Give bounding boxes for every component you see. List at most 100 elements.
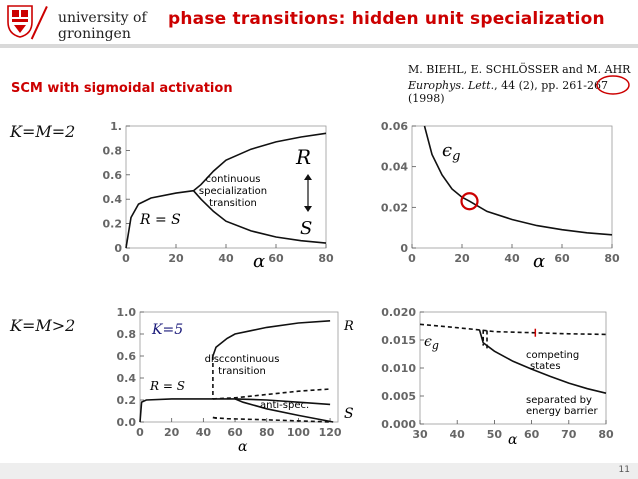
x-tick-label: 80 <box>259 426 275 439</box>
annotation-separated: separated by <box>526 395 592 406</box>
citation-reference: Europhys. Lett., 44 (2), pp. 261-267 (19… <box>408 79 638 105</box>
y-tick-label: 0.02 <box>381 201 408 214</box>
citation-year: (1998) <box>408 92 445 105</box>
header-rule <box>0 44 638 48</box>
y-tick-label: 1. <box>110 120 122 133</box>
x-tick-label: 40 <box>450 428 466 441</box>
label-s: S <box>344 406 354 422</box>
case-label-top: K=M=2 <box>10 122 76 141</box>
y-tick-label: 0.0 <box>117 416 137 429</box>
university-line2: groningen <box>58 26 131 42</box>
x-tick-label: 60 <box>524 428 540 441</box>
x-tick-label: 100 <box>287 426 310 439</box>
x-tick-label: 20 <box>454 252 470 265</box>
annotation-line1: continuous <box>206 174 261 185</box>
series-line-s <box>234 398 334 423</box>
series-line-r-=-s <box>139 398 331 423</box>
series-line-s <box>192 190 327 244</box>
label-r: R <box>295 145 311 169</box>
x-tick-label: 0 <box>122 252 130 265</box>
label-r-equals-s: R = S <box>149 379 185 393</box>
annotation-line1: disccontinuous <box>205 354 280 365</box>
y-tick-label: 0.6 <box>117 350 137 363</box>
y-tick-label: 0.4 <box>117 372 137 385</box>
chart-generalization-error-k5: 30 40 50 60 70 80 0.000 0.005 0.010 0.015 0.020 ϵg… <box>381 306 614 448</box>
series-line-s-metastable <box>212 416 331 423</box>
chart-order-parameters-k5: 0 20 40 60 80 100 120 0.0 0.2 0.4 0.6 0.8 1.0 K=5 R … <box>117 306 355 455</box>
annotation-competing: competing <box>526 350 579 361</box>
annotation-line2: transition <box>218 366 266 377</box>
y-tick-label: 0.015 <box>381 334 416 347</box>
year-highlight-circle <box>596 75 630 95</box>
y-tick-label: 0.4 <box>103 193 123 206</box>
chart-order-parameters-k2: 0 20 40 60 80 0 0.2 0.4 0.6 0.8 1. R S R = S conti… <box>103 120 334 272</box>
x-tick-label: 40 <box>504 252 520 265</box>
annotation-states: states <box>530 361 561 372</box>
y-tick-label: 0.6 <box>103 169 123 182</box>
x-tick-label: 40 <box>196 426 212 439</box>
label-r-equals-s: R = S <box>139 212 181 228</box>
x-tick-label: 120 <box>319 426 342 439</box>
university-name: university of groningen <box>58 10 147 42</box>
x-tick-label: 0 <box>136 426 144 439</box>
series-line-r <box>125 132 327 249</box>
x-tick-label: 40 <box>218 252 234 265</box>
y-tick-label: 0.04 <box>381 161 408 174</box>
x-tick-label: 20 <box>168 252 184 265</box>
x-tick-label: 20 <box>164 426 180 439</box>
label-r: R <box>343 319 354 334</box>
x-tick-label: 60 <box>227 426 243 439</box>
x-tick-label: 80 <box>604 252 620 265</box>
x-tick-label: 60 <box>268 252 284 265</box>
case-label-bottom: K=M>2 <box>10 316 76 335</box>
slide-subtitle: SCM with sigmoidal activation <box>11 81 233 96</box>
y-tick-label: 0.2 <box>103 218 123 231</box>
plot-frame <box>139 311 339 423</box>
y-tick-label: 0 <box>400 242 408 255</box>
series-line-r <box>212 320 331 357</box>
transition-marker-circle <box>460 192 479 211</box>
y-tick-label: 1.0 <box>117 306 137 319</box>
x-tick-label: 50 <box>487 428 503 441</box>
x-axis-label: α <box>253 251 265 272</box>
x-tick-label: 60 <box>554 252 570 265</box>
series-line-ε_g <box>423 125 613 236</box>
citation-journal: Europhys. Lett. <box>408 79 495 92</box>
epsilon-g-label: ϵg <box>424 334 439 352</box>
x-tick-label: 80 <box>318 252 334 265</box>
y-tick-label: 0.8 <box>117 328 137 341</box>
citation-authors: M. BIEHL, E. SCHLÖSSER and M. AHR <box>408 63 631 76</box>
x-tick-label: 80 <box>598 428 614 441</box>
slide-title: phase transitions: hidden unit specializ… <box>168 9 605 29</box>
page-number: 11 <box>618 465 630 475</box>
series-line-plateau <box>419 323 607 336</box>
y-tick-label: 0.005 <box>381 390 416 403</box>
y-tick-label: 0.000 <box>381 418 416 431</box>
x-axis-label: α <box>508 432 518 448</box>
x-axis-label: α <box>238 439 248 455</box>
footer-bar: 11 <box>0 463 638 479</box>
label-k5: K=5 <box>151 322 183 338</box>
university-line1: university of <box>58 10 147 26</box>
x-tick-label: 70 <box>561 428 577 441</box>
y-tick-label: 0 <box>114 242 122 255</box>
label-s: S <box>300 218 312 239</box>
series-line-anti-spec <box>212 416 220 420</box>
annotation-energy-barrier: energy barrier <box>526 406 598 417</box>
annotation-line2: specialization <box>199 186 267 197</box>
y-tick-label: 0.020 <box>381 306 416 319</box>
annotation-anti-spec: anti-spec. <box>260 400 309 411</box>
university-crest-icon <box>7 5 33 38</box>
y-tick-label: 0.06 <box>381 120 408 133</box>
y-tick-label: 0.8 <box>103 144 123 157</box>
chart-generalization-error-k2: 0 20 40 60 80 0 0.02 0.04 0.06 ϵg α <box>381 120 620 272</box>
annotation-line3: transition <box>209 198 257 209</box>
x-tick-label: 0 <box>408 252 416 265</box>
citation-ref: , 44 (2), pp. 261-267 <box>494 79 608 92</box>
y-tick-label: 0.010 <box>381 362 416 375</box>
x-axis-label: α <box>533 251 545 272</box>
y-tick-label: 0.2 <box>117 394 137 407</box>
series-line-upper-dashed <box>212 388 331 400</box>
epsilon-g-label: ϵg <box>442 140 460 164</box>
x-tick-label: 30 <box>412 428 428 441</box>
